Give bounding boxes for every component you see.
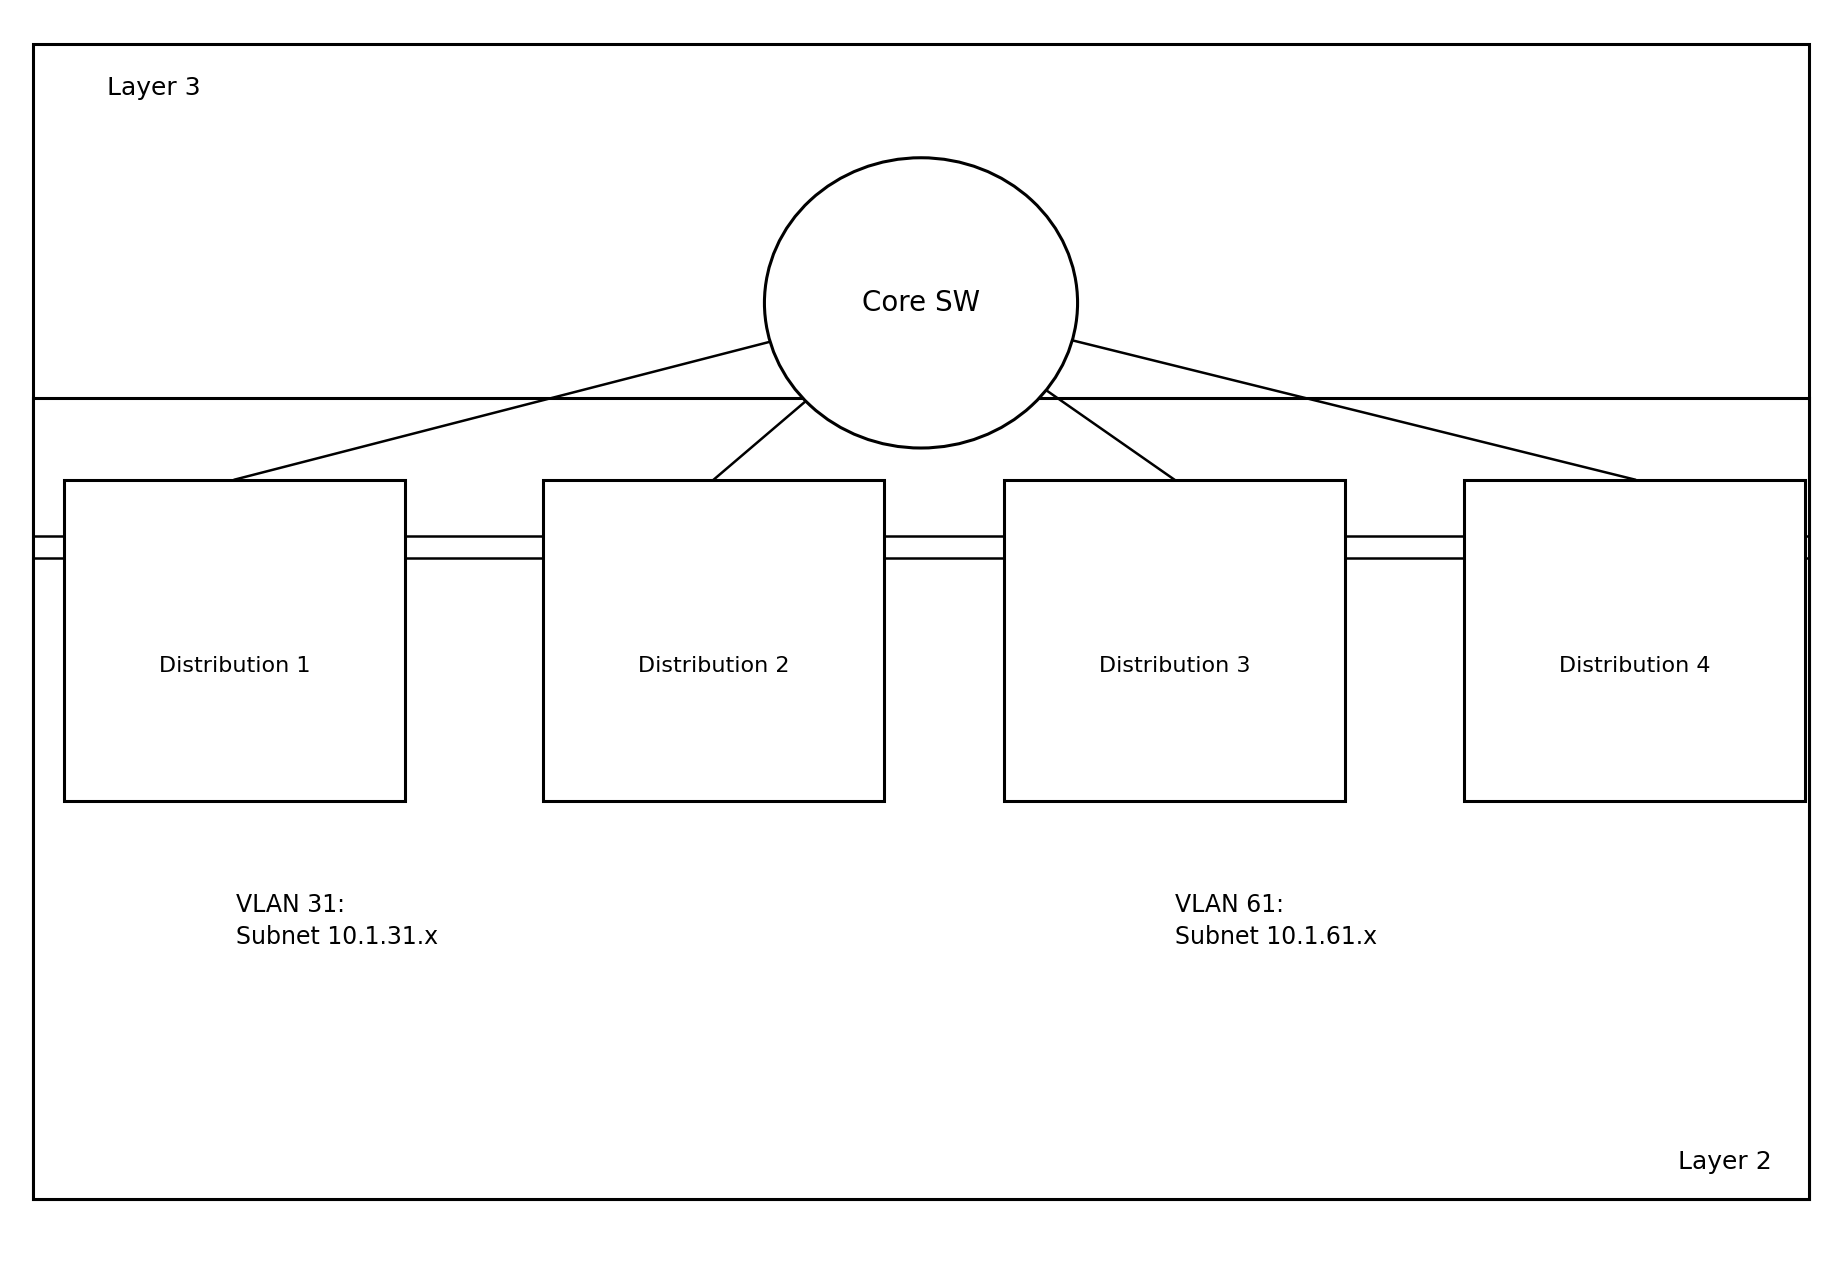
Bar xyxy=(1004,480,1345,801)
Text: Layer 2: Layer 2 xyxy=(1678,1150,1772,1174)
Text: Distribution 1: Distribution 1 xyxy=(158,656,311,676)
Text: Layer 3: Layer 3 xyxy=(107,76,201,100)
Bar xyxy=(64,480,405,801)
Text: Distribution 4: Distribution 4 xyxy=(1558,656,1711,676)
Text: VLAN 61:
Subnet 10.1.61.x: VLAN 61: Subnet 10.1.61.x xyxy=(1175,893,1378,949)
Text: VLAN 31:
Subnet 10.1.31.x: VLAN 31: Subnet 10.1.31.x xyxy=(236,893,438,949)
Text: Distribution 2: Distribution 2 xyxy=(637,656,790,676)
Bar xyxy=(33,398,1809,1199)
Bar xyxy=(543,480,884,801)
Text: Core SW: Core SW xyxy=(862,289,980,317)
Bar xyxy=(1464,480,1805,801)
Ellipse shape xyxy=(764,158,1078,448)
Text: Distribution 3: Distribution 3 xyxy=(1098,656,1251,676)
